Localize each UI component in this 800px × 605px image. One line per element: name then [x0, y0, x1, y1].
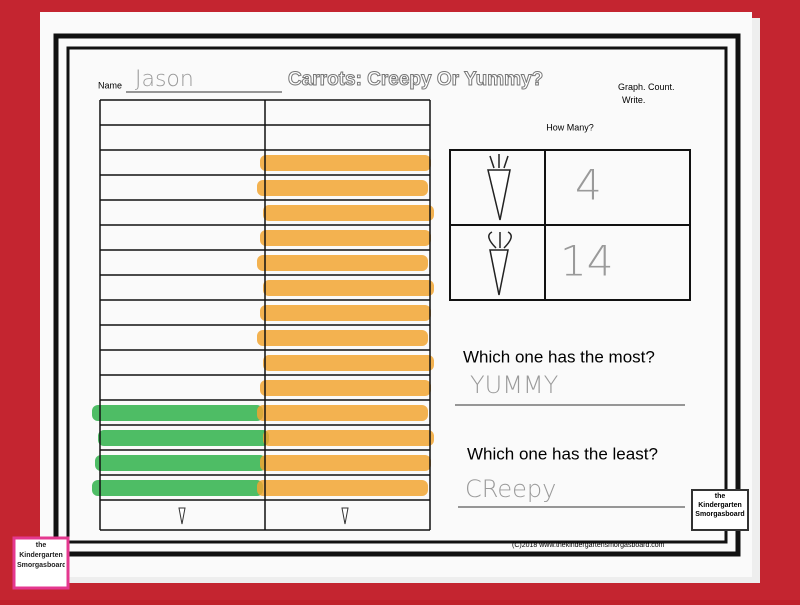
crayon-fill	[257, 480, 428, 496]
crayon-fill	[260, 305, 431, 321]
yummy-carrot-icon	[488, 231, 512, 296]
carrot-icon	[341, 507, 349, 525]
crayon-fill	[95, 455, 266, 471]
instruction-line: Graph. Count.	[618, 82, 675, 92]
outer-border	[53, 33, 741, 557]
logo-text: the Kindergarten Smorgasboard	[17, 542, 65, 569]
crayon-fill	[257, 180, 428, 196]
crayon-fill	[92, 405, 263, 421]
crayon-fill	[263, 280, 434, 296]
name-label: Name	[98, 80, 122, 90]
logo: the Kindergarten Smorgasboard	[17, 542, 65, 569]
yummy-count: 14	[560, 237, 613, 286]
name-written: Jason	[135, 67, 194, 92]
logo: the Kindergarten Smorgasboard	[695, 493, 745, 518]
question: Which one has the least?	[467, 444, 658, 463]
title: Carrots: Creepy Or Yummy?	[288, 69, 543, 90]
crayon-fill	[257, 255, 428, 271]
instruction-line: Write.	[622, 95, 645, 105]
instructions: Graph. Count. Write.	[618, 82, 675, 105]
carrot-icon	[178, 507, 186, 525]
crayon-fill	[263, 355, 434, 371]
graph	[92, 99, 434, 531]
logo-box	[691, 489, 749, 531]
crayon-fill	[263, 205, 434, 221]
crayon-fill	[260, 380, 431, 396]
inner-border	[66, 46, 728, 544]
creepy-carrot-icon	[487, 154, 511, 221]
crayon-fill	[98, 430, 269, 446]
crayon-fill	[263, 430, 434, 446]
question: Which one has the most?	[463, 347, 655, 366]
answer: YUMMY	[470, 371, 559, 399]
creepy-count: 4	[575, 161, 602, 210]
logo-box	[12, 536, 70, 590]
crayon-fill	[257, 405, 428, 421]
logo-text: the Kindergarten Smorgasboard	[695, 493, 745, 518]
crayon-fill	[260, 455, 431, 471]
crayon-fill	[92, 480, 263, 496]
how-many-title: How Many?	[546, 122, 594, 132]
crayon-fill	[257, 330, 428, 346]
footer: (C)2018 www.thekindergartensmorgasboard.…	[512, 542, 665, 549]
answer: CReepy	[465, 475, 556, 503]
crayon-fill	[260, 230, 431, 246]
crayon-fill	[260, 155, 431, 171]
